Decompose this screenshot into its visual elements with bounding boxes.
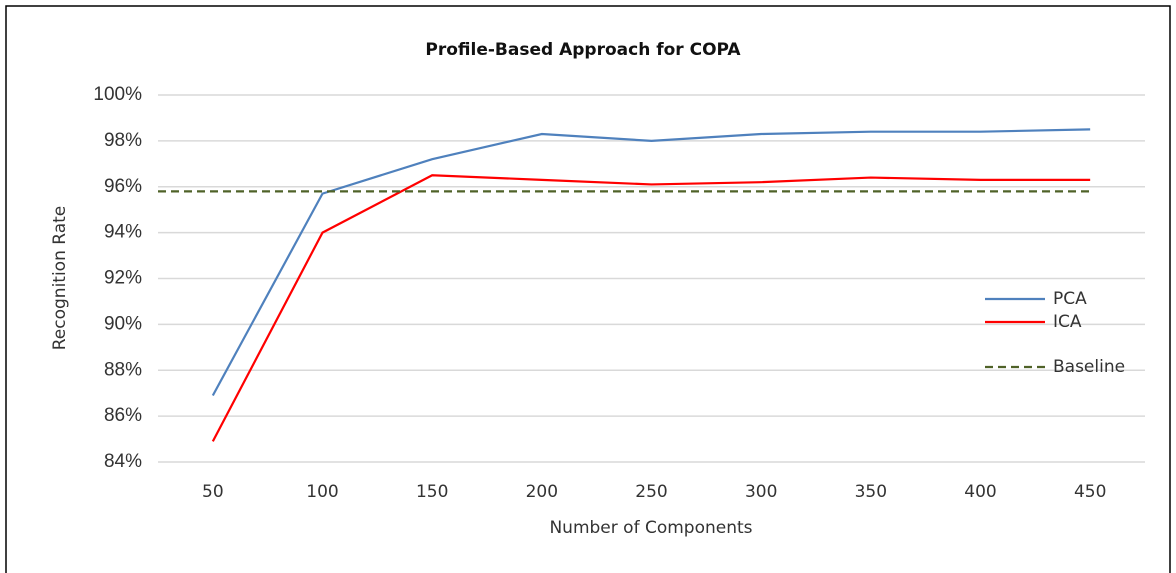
x-tick-label: 50	[202, 482, 224, 502]
y-tick-label: 92%	[104, 268, 142, 289]
x-tick-label: 300	[745, 482, 777, 502]
y-tick-label: 86%	[104, 405, 142, 426]
chart-title: Profile-Based Approach for COPA	[425, 40, 741, 60]
x-axis-label: Number of Components	[549, 518, 752, 538]
y-tick-label: 100%	[93, 84, 142, 105]
y-tick-label: 90%	[104, 313, 142, 334]
y-tick-label: 98%	[104, 130, 142, 151]
y-tick-label: 88%	[104, 359, 142, 380]
legend-label: ICA	[1053, 312, 1082, 332]
y-axis-label: Recognition Rate	[50, 206, 70, 351]
series-line	[211, 174, 1091, 442]
legend-label: Baseline	[1053, 357, 1125, 377]
x-tick-label: 450	[1074, 482, 1106, 502]
y-tick-label: 84%	[104, 451, 142, 472]
x-tick-label: 350	[855, 482, 887, 502]
x-tick-label: 400	[964, 482, 996, 502]
chart-border	[5, 5, 1171, 573]
x-tick-label: 200	[526, 482, 558, 502]
y-tick-label: 94%	[104, 222, 142, 243]
x-tick-label: 250	[635, 482, 667, 502]
x-tick-label: 100	[306, 482, 338, 502]
series-line	[211, 128, 1091, 397]
y-tick-label: 96%	[104, 176, 142, 197]
x-tick-label: 150	[416, 482, 448, 502]
legend-label: PCA	[1053, 289, 1087, 309]
